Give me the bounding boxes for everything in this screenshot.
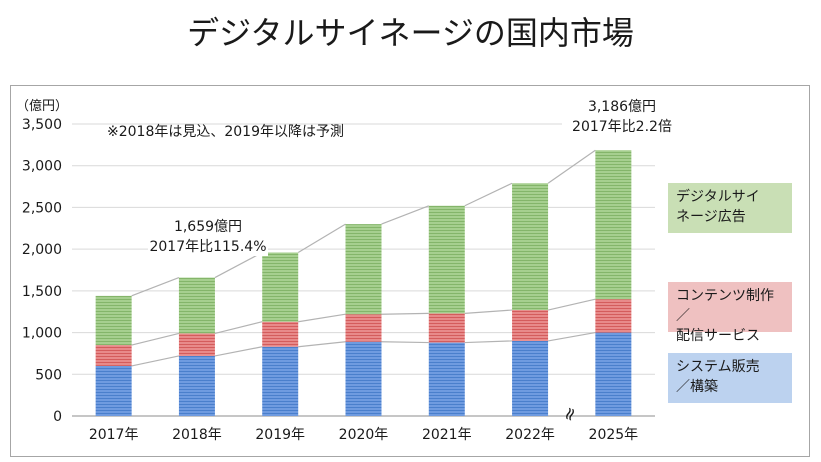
y-tick-label: 2,000 xyxy=(22,242,62,258)
y-tick-label: 500 xyxy=(35,367,62,383)
bar-segment xyxy=(345,341,382,416)
chart-frame xyxy=(10,85,810,457)
connector-line xyxy=(464,182,513,207)
x-tick-label: 2025年 xyxy=(589,427,639,443)
page-title: デジタルサイネージの国内市場 xyxy=(187,14,634,52)
forecast-note: ※2018年は見込、2019年以降は予測 xyxy=(107,124,344,140)
annotation-line: 2017年比2.2倍 xyxy=(572,119,672,135)
bar-segment xyxy=(345,224,382,315)
y-tick-label: 1,000 xyxy=(22,326,62,342)
bar-segment xyxy=(512,310,549,341)
bar-segment xyxy=(512,340,549,416)
connector-line xyxy=(381,341,429,344)
connector-line xyxy=(381,312,429,315)
y-tick-label: 3,000 xyxy=(22,159,62,175)
bar-segment xyxy=(428,313,465,343)
bar-segment xyxy=(428,342,465,416)
bar-segment xyxy=(428,205,465,314)
annotation-background xyxy=(148,214,268,256)
x-tick-label: 2017年 xyxy=(89,427,139,443)
connector-line xyxy=(547,331,596,342)
connector-line xyxy=(298,341,346,348)
legend-system: システム販売 ／構築 xyxy=(668,353,792,403)
x-tick-label: 2020年 xyxy=(339,427,389,443)
connector-line xyxy=(214,321,263,334)
connector-line xyxy=(214,251,263,279)
bar-segment xyxy=(595,299,632,333)
x-tick-label: 2019年 xyxy=(255,427,305,443)
y-tick-label: 1,500 xyxy=(22,284,62,300)
annotation-line: 3,186億円 xyxy=(588,99,656,115)
bar-segment xyxy=(95,365,132,416)
y-tick-label: 0 xyxy=(53,409,62,425)
legend-signage-ad: デジタルサイ ネージ広告 xyxy=(668,183,792,233)
y-tick-label: 2,500 xyxy=(22,200,62,216)
bar-segment xyxy=(262,252,299,322)
value-annotation: 1,659億円 2017年比115.4% xyxy=(148,214,268,256)
annotation-line: 2017年比115.4% xyxy=(149,239,266,255)
connector-line xyxy=(464,340,513,344)
bar-segment xyxy=(178,277,215,334)
connector-line xyxy=(131,355,180,367)
connector-line xyxy=(297,223,346,253)
connector-line xyxy=(214,346,263,357)
connector-line xyxy=(131,277,180,297)
legend-signage-ad-line-1: デジタルサイ xyxy=(676,189,760,205)
connector-line xyxy=(131,332,180,346)
connector-line xyxy=(381,205,430,225)
x-tick-label: 2018年 xyxy=(172,427,222,443)
bar-segment xyxy=(345,314,382,342)
axis-break-marker: ≈ xyxy=(558,403,583,424)
bar-segment xyxy=(178,355,215,416)
legend-content-line-1: コンテンツ制作／ xyxy=(676,288,774,324)
legend-system-line-1: システム販売 xyxy=(676,359,760,375)
bar-segment xyxy=(95,295,132,346)
bar-segment xyxy=(595,332,632,416)
legend-content: コンテンツ制作／ 配信サービス xyxy=(668,282,792,344)
y-axis-label: （億円） xyxy=(16,98,68,114)
y-tick-label: 3,500 xyxy=(22,117,62,133)
connector-line xyxy=(464,309,513,314)
annotation-background xyxy=(562,94,682,136)
x-tick-label: 2021年 xyxy=(422,427,472,443)
connector-line xyxy=(547,298,596,311)
legend-signage-ad-line-2: ネージ広告 xyxy=(676,209,746,225)
legend-system-line-2: ／構築 xyxy=(676,379,718,395)
connector-line xyxy=(547,149,596,184)
bar-segment xyxy=(262,321,299,347)
legend-content-line-2: 配信サービス xyxy=(676,328,760,344)
value-annotation: 3,186億円 2017年比2.2倍 xyxy=(562,94,682,136)
connector-line xyxy=(298,313,346,323)
x-tick-label: 2022年 xyxy=(505,427,555,443)
annotation-line: 1,659億円 xyxy=(174,219,242,235)
bar-segment xyxy=(178,333,215,356)
bar-segment xyxy=(262,346,299,416)
bar-segment xyxy=(95,345,132,366)
bar-segment xyxy=(512,183,549,311)
bar-segment xyxy=(595,150,632,300)
